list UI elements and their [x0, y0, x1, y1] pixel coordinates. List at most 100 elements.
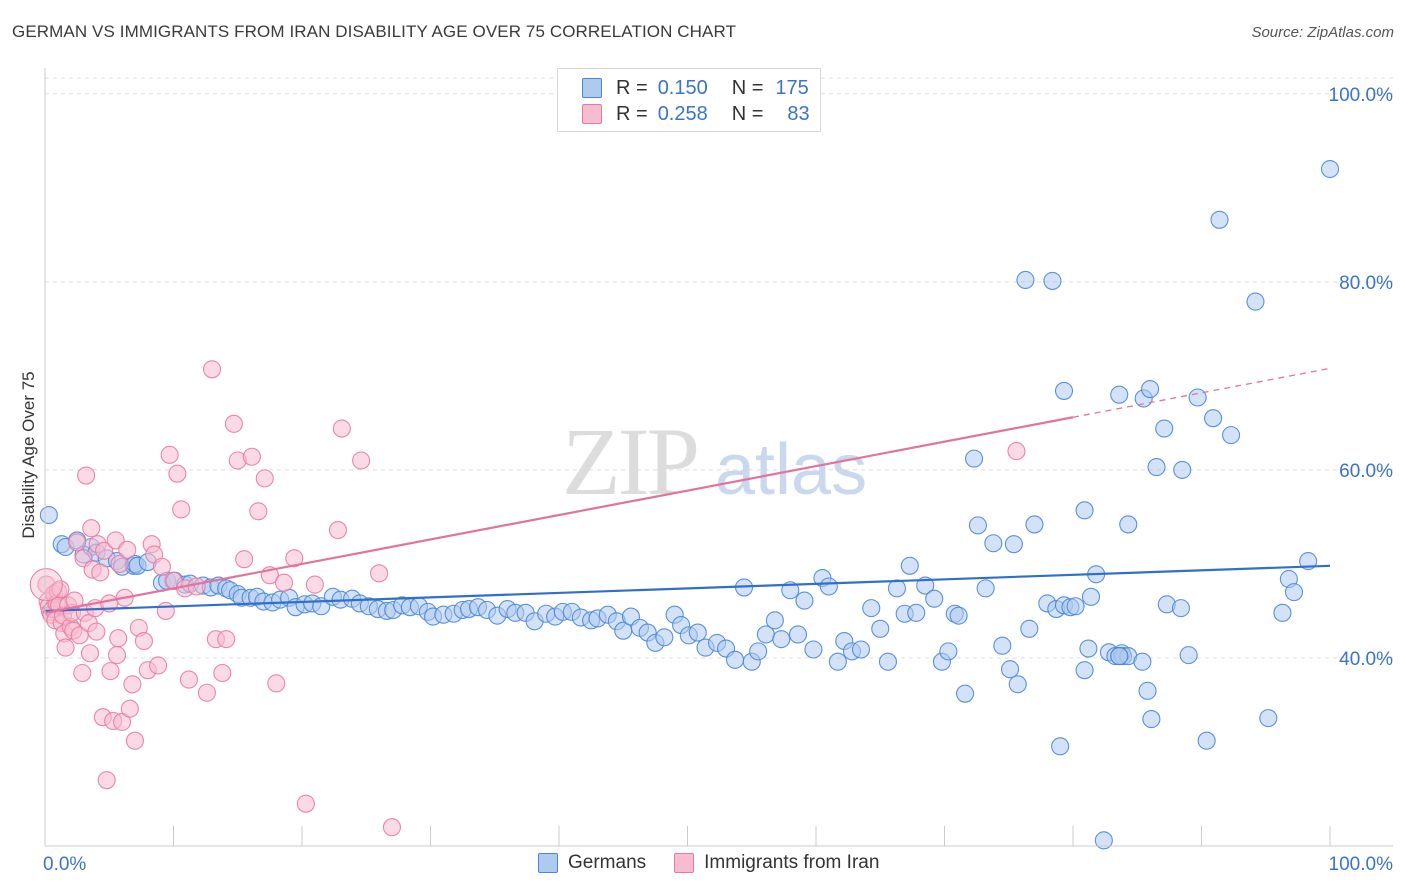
data-point: [804, 640, 823, 659]
legend-r-value: 0.258: [657, 102, 708, 125]
data-point: [56, 638, 75, 657]
data-point: [179, 670, 198, 689]
data-point: [101, 662, 120, 681]
data-point: [160, 445, 179, 464]
data-point: [956, 684, 975, 703]
y-tick-label: 60.0%: [1339, 461, 1393, 482]
data-point: [949, 606, 968, 625]
data-point: [1025, 515, 1044, 534]
legend-n-value: 175: [775, 76, 809, 99]
data-point: [1043, 271, 1062, 290]
data-point: [107, 646, 127, 665]
series-label-iran: Immigrants from Iran: [704, 852, 880, 873]
y-tick-label: 80.0%: [1339, 273, 1393, 294]
data-point: [77, 466, 96, 485]
data-point: [907, 603, 926, 622]
data-point: [1173, 460, 1192, 479]
data-point: [1008, 675, 1027, 694]
data-point: [887, 579, 907, 598]
data-point: [91, 563, 110, 582]
trend-line-iran: [44, 416, 1074, 614]
data-point: [73, 663, 92, 683]
data-point: [819, 577, 838, 596]
data-point: [80, 644, 100, 663]
data-point: [916, 576, 935, 595]
data-point: [39, 505, 58, 525]
y-tick-label: 40.0%: [1339, 649, 1393, 670]
x-tick-label: 0.0%: [43, 854, 86, 875]
series-legend-germans[interactable]: Germans: [538, 852, 646, 874]
data-point: [925, 589, 944, 608]
data-point: [274, 573, 294, 592]
series-germans: [39, 159, 1340, 850]
data-point: [788, 625, 808, 644]
data-point: [1110, 647, 1129, 666]
data-point: [382, 818, 402, 837]
data-point: [1222, 426, 1241, 445]
data-point: [217, 630, 236, 649]
data-point: [900, 556, 919, 575]
legend-r-value: 0.150: [657, 76, 708, 99]
data-point: [1079, 639, 1098, 658]
data-point: [332, 419, 351, 438]
data-point: [1273, 603, 1292, 622]
data-point: [725, 650, 745, 669]
data-point: [305, 575, 324, 594]
data-point: [1094, 831, 1113, 850]
data-point: [688, 623, 707, 642]
legend-swatch-germans: [582, 78, 602, 98]
data-point: [1004, 535, 1023, 554]
data-point: [1081, 587, 1101, 606]
data-point: [862, 599, 881, 618]
y-axis-label: Disability Age Over 75: [19, 371, 38, 538]
legend-row-germans: R = 0.150 N = 175: [582, 76, 809, 100]
data-point: [1210, 210, 1229, 229]
data-point: [1246, 292, 1265, 311]
legend-r-label: R =: [616, 76, 648, 99]
data-point: [976, 579, 995, 598]
data-point: [655, 628, 674, 647]
data-point: [1259, 709, 1278, 728]
data-point: [224, 414, 243, 433]
data-point: [249, 502, 268, 521]
series-legend: Germans Immigrants from Iran: [538, 852, 907, 874]
data-point: [1016, 270, 1035, 290]
legend-row-iran: R = 0.258 N = 83: [582, 102, 810, 126]
data-point: [51, 580, 70, 599]
points-layer: [29, 159, 1340, 850]
trend-layer: [44, 367, 1331, 614]
data-point: [1138, 681, 1157, 700]
data-point: [152, 557, 171, 576]
data-point: [109, 629, 128, 648]
legend-swatch-iran: [582, 104, 602, 124]
data-point: [156, 601, 175, 620]
series-legend-iran[interactable]: Immigrants from Iran: [674, 852, 879, 874]
data-point: [118, 540, 137, 559]
data-point: [97, 771, 116, 790]
axes-layer: 40.0% 60.0% 80.0% 100.0% 0.0% 100.0% Disabilit…: [19, 68, 1393, 875]
data-point: [1066, 597, 1085, 616]
data-point: [1119, 515, 1138, 534]
data-point: [1007, 442, 1026, 461]
data-point: [1075, 661, 1094, 680]
series-swatch-iran: [674, 853, 695, 873]
data-point: [1284, 583, 1304, 602]
data-point: [29, 568, 63, 602]
data-point: [1000, 660, 1020, 679]
data-point: [370, 564, 389, 583]
data-point: [110, 554, 129, 573]
data-point: [213, 663, 232, 683]
data-point: [1054, 381, 1074, 400]
data-point: [285, 549, 304, 568]
data-point: [968, 516, 987, 535]
data-point: [197, 683, 216, 702]
legend-n-value: 83: [787, 102, 810, 125]
data-point: [95, 541, 114, 560]
data-point: [242, 447, 261, 466]
data-point: [851, 640, 871, 659]
data-point: [123, 675, 142, 694]
data-point: [795, 591, 814, 610]
trend-line-germans: [44, 564, 1331, 613]
legend-n-label: N =: [731, 76, 764, 99]
